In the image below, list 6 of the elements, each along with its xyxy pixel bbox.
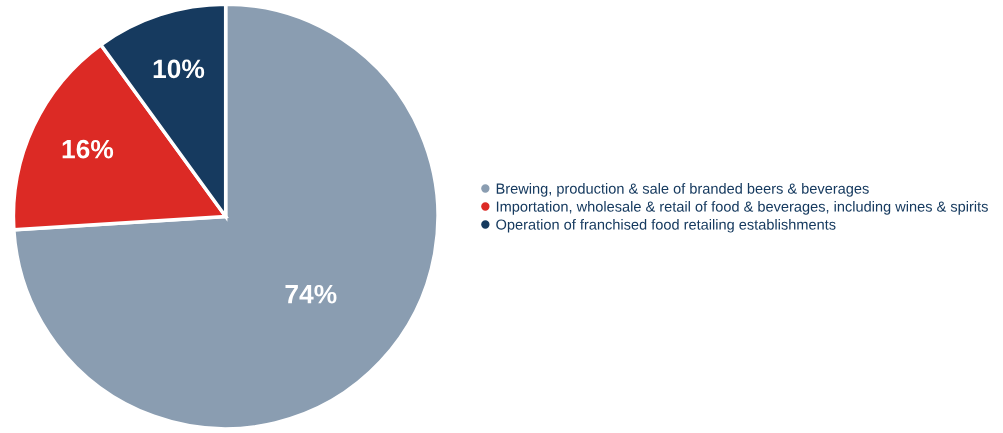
data-label: 16% xyxy=(62,139,114,159)
data-label: 10% xyxy=(153,59,205,79)
legend-label: Brewing, production & sale of branded beers & beverages xyxy=(496,183,869,197)
legend-label: Importation, wholesale & retail of food & beverages, including wines & spirits xyxy=(496,201,988,215)
legend-label: Operation of franchised food retailing establishments xyxy=(496,219,836,233)
data-label: 74% xyxy=(285,284,337,304)
